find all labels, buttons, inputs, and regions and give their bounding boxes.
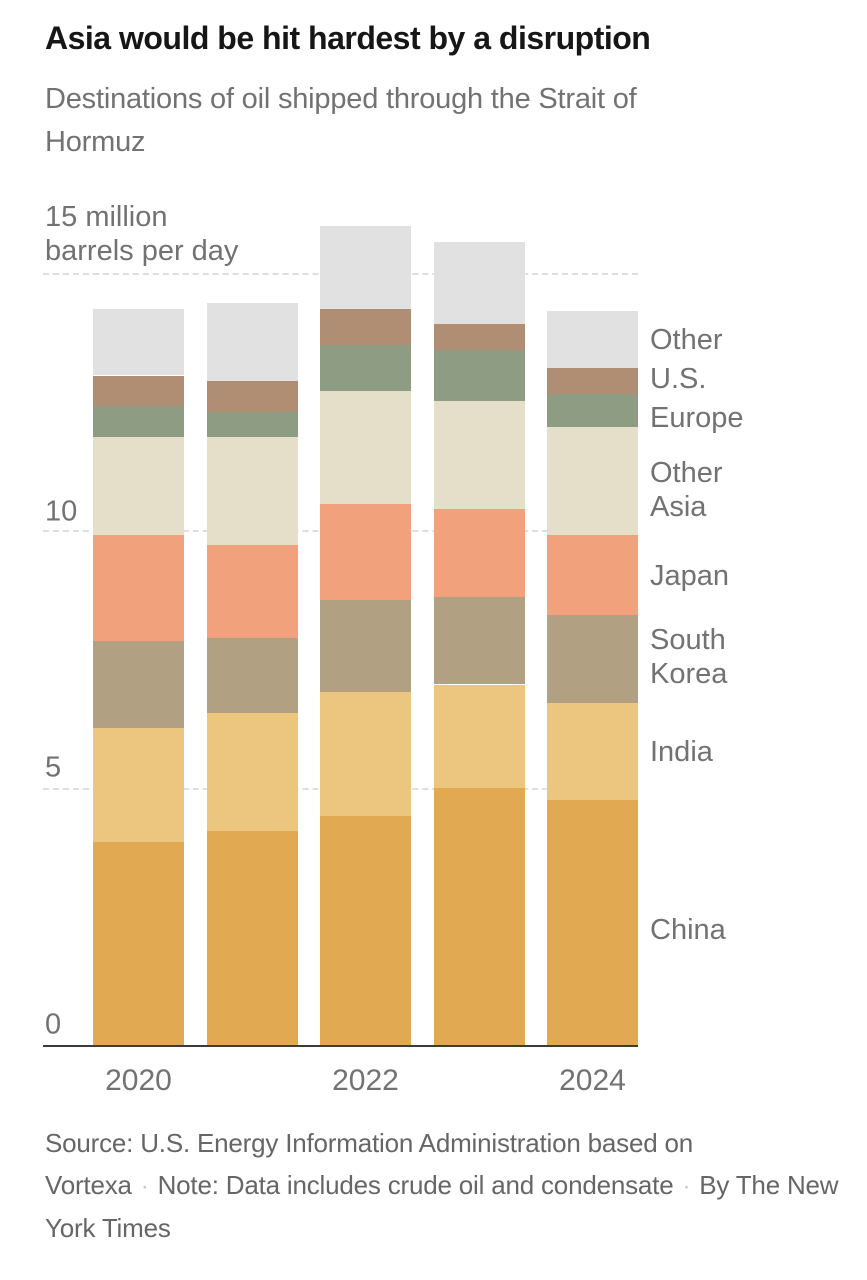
byline-text: By The New York Times <box>45 1170 839 1243</box>
bar-segment-europe <box>206 411 298 438</box>
bar-segment-other-asia <box>93 437 184 536</box>
chart-subtitle: Destinations of oil shipped through the … <box>45 83 637 158</box>
bar-segment-europe <box>320 344 411 391</box>
y-tick-label-5: 5 <box>45 751 62 784</box>
bar-segment-india <box>206 712 298 832</box>
x-axis-line <box>43 1045 638 1047</box>
chart-footer: Source: U.S. Energy Information Administ… <box>45 1122 863 1249</box>
bar-segment-other-asia <box>547 427 638 536</box>
bar-segment-u-s <box>93 375 184 407</box>
bar-segment-other-asia <box>433 401 525 510</box>
bar-segment-china <box>547 800 638 1045</box>
bar-segment-india <box>320 692 411 816</box>
bar-segment-japan <box>547 535 638 615</box>
bar-segment-japan <box>433 509 525 597</box>
series-label-china: China <box>650 914 726 946</box>
bar-segment-europe <box>433 349 525 402</box>
bar-segment-u-s <box>206 380 298 412</box>
bar-segment-europe <box>547 393 638 427</box>
x-tick-label-2020: 2020 <box>105 1064 172 1097</box>
bar-segment-u-s <box>320 308 411 345</box>
bar-segment-india <box>433 684 525 788</box>
bar-segment-europe <box>93 406 184 438</box>
bar-2023 <box>433 0 525 1045</box>
bar-2021 <box>206 0 298 1045</box>
y-axis-unit-label: 15 million barrels per day <box>45 201 239 267</box>
series-label-other-asia: Other Asia <box>650 457 723 523</box>
bar-segment-other <box>547 311 638 368</box>
bar-segment-china <box>433 787 525 1045</box>
x-tick-label-2022: 2022 <box>332 1064 399 1097</box>
bar-2022 <box>320 0 411 1045</box>
x-tick-label-2024: 2024 <box>559 1064 626 1097</box>
series-label-europe: Europe <box>650 402 744 434</box>
bar-segment-other <box>320 226 411 309</box>
bar-2020 <box>93 0 184 1045</box>
bar-segment-other <box>93 308 184 376</box>
bar-segment-other <box>433 241 525 324</box>
y-tick-label-10: 10 <box>45 495 78 528</box>
bar-segment-south-korea <box>206 638 298 713</box>
bar-segment-india <box>93 728 184 842</box>
separator-dot: · <box>682 1173 691 1201</box>
y-tick-label-0: 0 <box>45 1008 62 1041</box>
bar-segment-south-korea <box>547 614 638 703</box>
bar-segment-other-asia <box>320 390 411 505</box>
bar-segment-china <box>93 841 184 1045</box>
bar-segment-china <box>206 831 298 1045</box>
bar-segment-japan <box>206 545 298 639</box>
note-text: Note: Data includes crude oil and conden… <box>157 1170 674 1201</box>
bar-segment-u-s <box>433 324 525 350</box>
source-text: Source: U.S. Energy Information Administ… <box>45 1128 694 1201</box>
bar-segment-japan <box>320 504 411 600</box>
bar-segment-south-korea <box>320 599 411 693</box>
series-label-india: India <box>650 736 713 768</box>
bar-segment-u-s <box>547 367 638 394</box>
bar-segment-south-korea <box>433 596 525 685</box>
bar-segment-china <box>320 815 411 1045</box>
bar-segment-india <box>547 702 638 801</box>
bar-segment-other-asia <box>206 437 298 546</box>
separator-dot: · <box>140 1173 149 1201</box>
series-label-other: Other <box>650 324 723 356</box>
bar-segment-south-korea <box>93 640 184 729</box>
bar-segment-japan <box>93 535 184 641</box>
series-label-south-korea: South Korea <box>650 624 728 690</box>
chart-title: Asia would be hit hardest by a disruptio… <box>45 20 651 56</box>
series-label-japan: Japan <box>650 560 730 592</box>
bar-2024 <box>547 0 638 1045</box>
series-label-u-s: U.S. <box>650 363 707 395</box>
bar-segment-other <box>206 303 298 381</box>
